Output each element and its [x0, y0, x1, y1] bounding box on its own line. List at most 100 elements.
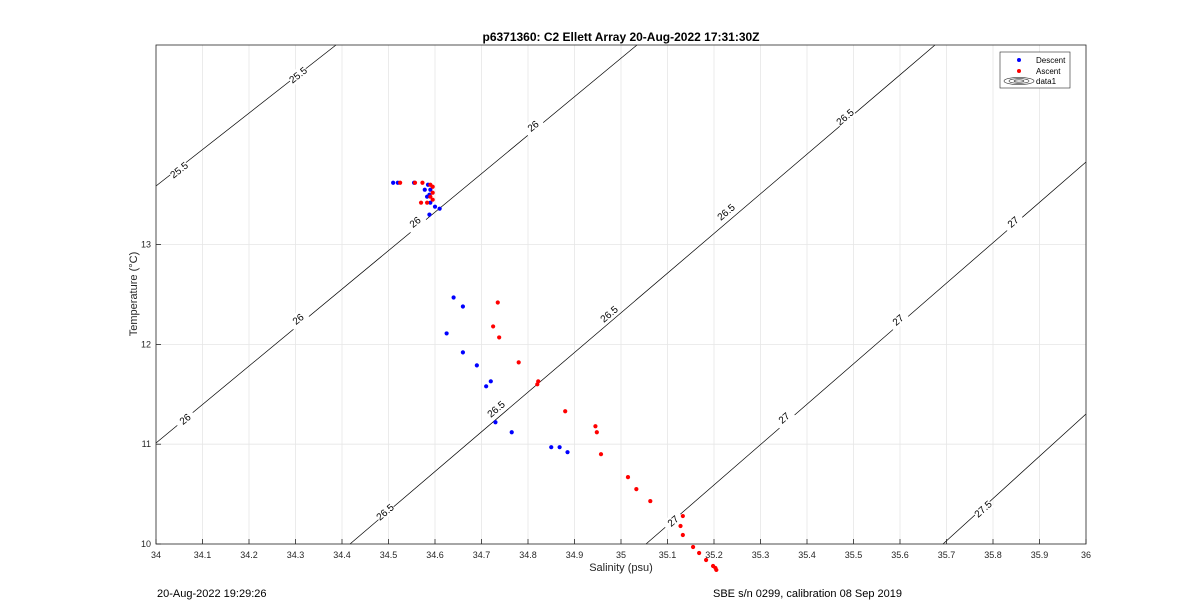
y-tick-label: 12 — [141, 339, 151, 349]
x-tick-label: 34.8 — [519, 550, 537, 560]
x-tick-label: 35.5 — [845, 550, 863, 560]
ascent-point — [430, 197, 435, 202]
contour-line — [942, 413, 1087, 545]
legend-contour-icon — [1003, 77, 1035, 85]
x-tick-label: 35.3 — [752, 550, 770, 560]
ascent-point — [516, 360, 521, 365]
descent-point — [432, 204, 438, 209]
x-tick-label: 35.9 — [1031, 550, 1049, 560]
contour-label-bg — [1001, 210, 1025, 234]
x-tick-label: 34.2 — [240, 550, 258, 560]
x-tick-label: 36 — [1081, 550, 1091, 560]
ascent-point — [678, 523, 683, 529]
ascent-point — [625, 475, 631, 480]
x-tick-label: 34.7 — [473, 550, 491, 560]
contour-label-bg — [286, 308, 310, 330]
descent-point — [422, 187, 427, 192]
x-tick-label: 35.6 — [891, 550, 909, 560]
footer-timestamp: 20-Aug-2022 19:29:26 — [157, 588, 267, 600]
y-tick-label: 13 — [141, 240, 151, 250]
x-tick-label: 35.8 — [984, 550, 1002, 560]
descent-point — [427, 212, 432, 217]
descent-point — [557, 445, 562, 450]
ascent-point — [491, 324, 496, 329]
descent-point — [444, 331, 449, 336]
x-tick-label: 35 — [616, 550, 626, 560]
y-tick-label: 11 — [142, 439, 151, 449]
descent-point — [460, 350, 465, 355]
x-tick-label: 34.4 — [333, 550, 351, 560]
descent-point — [428, 200, 433, 205]
ascent-point — [703, 557, 709, 563]
descent-point — [460, 304, 465, 309]
contour-label-bg — [886, 308, 910, 332]
ascent-point — [634, 487, 639, 492]
contour-label-bg — [484, 397, 508, 421]
data-points — [391, 180, 719, 573]
descent-point — [493, 420, 498, 425]
ascent-point — [594, 430, 599, 435]
y-tick-label: 10 — [141, 539, 151, 549]
ascent-point — [418, 200, 424, 205]
x-tick-label: 35.4 — [798, 550, 816, 560]
ascent-point — [428, 194, 433, 199]
contour-label-bg — [403, 211, 427, 233]
x-tick-label: 35.7 — [938, 550, 956, 560]
series-descent — [391, 180, 570, 455]
ascent-point — [563, 409, 568, 414]
legend-data1-label: data1 — [1036, 77, 1057, 86]
contour-line — [155, 44, 638, 444]
legend-ascent-marker — [1017, 69, 1021, 73]
grid-lines — [155, 45, 1087, 545]
contour-label-bg — [521, 115, 545, 137]
ascent-point — [412, 180, 418, 185]
legend-ascent-label: Ascent — [1036, 67, 1061, 76]
contour-label-bg — [373, 500, 397, 524]
x-tick-label: 35.1 — [659, 550, 677, 560]
ascent-point — [495, 300, 500, 305]
x-tick-label: 34.9 — [566, 550, 584, 560]
ascent-point — [398, 180, 403, 185]
descent-point — [474, 363, 479, 368]
descent-point — [428, 187, 433, 192]
contour-label-bg — [772, 406, 796, 430]
x-axis-ticks: 34 34.1 34.2 34.3 34.4 34.5 34.6 34.7 34.8 34.9 35… — [151, 539, 1091, 560]
descent-point — [424, 194, 430, 199]
contour-label-bg — [167, 159, 191, 181]
legend-box — [999, 51, 1071, 89]
x-tick-label: 34.1 — [194, 550, 212, 560]
contour-line — [155, 44, 337, 187]
contour-label-bg — [286, 64, 310, 86]
descent-point — [484, 384, 489, 389]
contour-label-bg — [597, 302, 621, 326]
ascent-point — [680, 532, 685, 538]
contour-label-bg — [714, 200, 738, 224]
descent-point — [488, 379, 493, 384]
descent-point — [565, 450, 570, 455]
descent-point — [549, 445, 554, 450]
x-tick-label: 35.2 — [705, 550, 723, 560]
descent-point — [391, 180, 396, 185]
contour-label-bg — [661, 509, 685, 533]
contour-line — [349, 44, 936, 545]
ascent-point — [430, 190, 435, 195]
chart-title: p6371360: C2 Ellett Array 20-Aug-2022 17… — [482, 30, 759, 44]
ascent-point — [430, 184, 435, 189]
x-tick-label: 34.5 — [380, 550, 398, 560]
ascent-point — [497, 335, 502, 340]
ascent-point — [714, 567, 719, 573]
ascent-point — [593, 424, 598, 429]
descent-point — [437, 206, 442, 211]
x-axis-label: Salinity (psu) — [589, 562, 653, 574]
contour-label-bg — [971, 497, 995, 521]
legend: Descent Ascent data1 — [999, 51, 1071, 89]
descent-point — [509, 430, 514, 435]
ascent-point — [680, 513, 685, 519]
ascent-point — [598, 452, 604, 457]
ascent-point — [424, 200, 430, 205]
x-tick-label: 34 — [151, 550, 161, 560]
y-axis-label: Temperature (°C) — [128, 252, 140, 336]
contour-label-bg — [173, 408, 197, 430]
